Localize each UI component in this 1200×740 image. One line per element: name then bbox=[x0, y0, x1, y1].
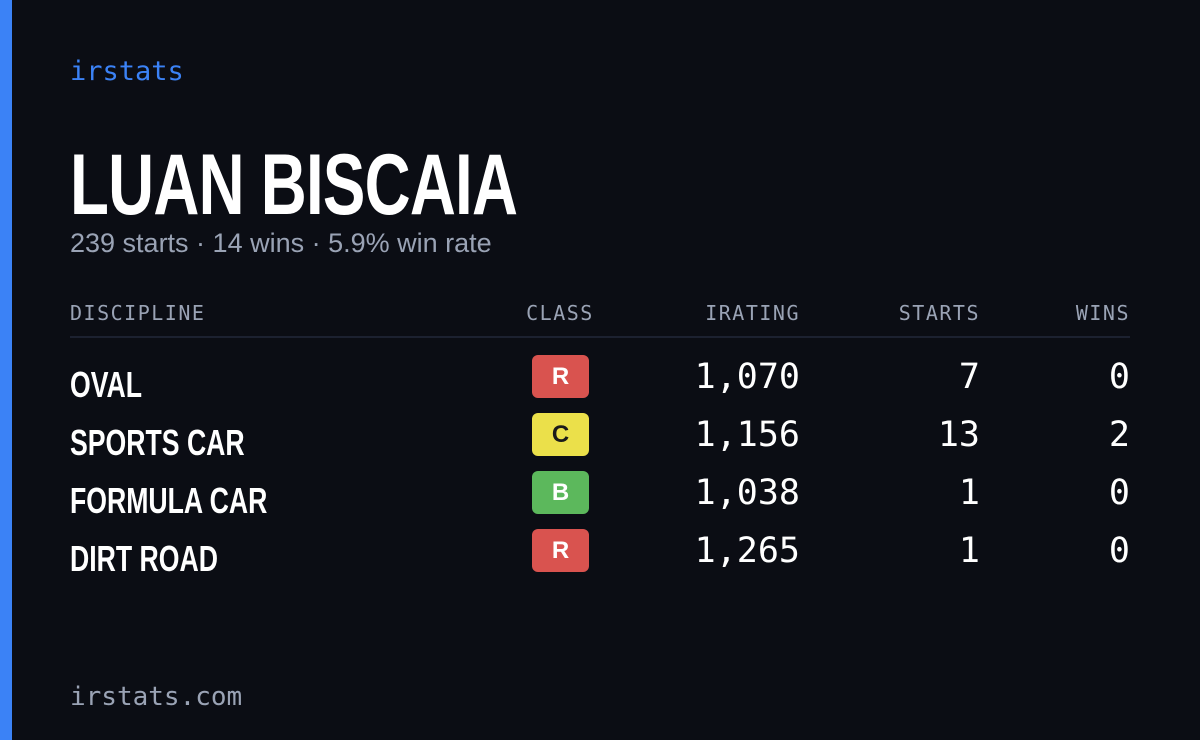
starts-value: 7 bbox=[958, 357, 980, 397]
driver-name: LUAN BISCAIA bbox=[70, 137, 518, 233]
wins-value: 0 bbox=[1108, 531, 1130, 571]
header-divider bbox=[70, 336, 1130, 338]
discipline: SPORTS CAR bbox=[70, 422, 245, 463]
column-header: IRATING bbox=[705, 301, 800, 325]
irating-value: 1,156 bbox=[694, 415, 800, 455]
class-badge: B bbox=[532, 471, 589, 514]
footer-link: irstats.com bbox=[70, 682, 243, 712]
starts-value: 1 bbox=[958, 473, 980, 513]
starts-value: 13 bbox=[937, 415, 980, 455]
wins-value: 0 bbox=[1108, 357, 1130, 397]
class-badge: C bbox=[532, 413, 589, 456]
irating-value: 1,265 bbox=[694, 531, 800, 571]
column-header: WINS bbox=[1075, 301, 1130, 325]
discipline: DIRT ROAD bbox=[70, 538, 218, 579]
wins-value: 0 bbox=[1108, 473, 1130, 513]
driver-summary: 239 starts · 14 wins · 5.9% win rate bbox=[70, 228, 492, 258]
column-header: CLASS bbox=[526, 301, 594, 325]
column-header: DISCIPLINE bbox=[70, 301, 206, 325]
discipline: FORMULA CAR bbox=[70, 480, 268, 521]
class-badge: R bbox=[532, 355, 589, 398]
discipline: OVAL bbox=[70, 364, 143, 405]
irating-value: 1,070 bbox=[694, 357, 800, 397]
class-badge: R bbox=[532, 529, 589, 572]
wins-value: 2 bbox=[1108, 415, 1130, 455]
irating-value: 1,038 bbox=[694, 473, 800, 513]
column-header: STARTS bbox=[898, 301, 980, 325]
brand: irstats bbox=[70, 56, 184, 87]
starts-value: 1 bbox=[958, 531, 980, 571]
accent-bar bbox=[0, 0, 12, 740]
